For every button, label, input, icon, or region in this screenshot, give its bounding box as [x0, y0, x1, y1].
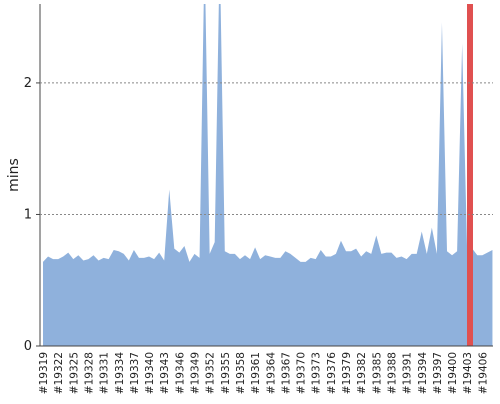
x-tick-label: #19358: [235, 352, 247, 394]
x-tick-label: #19331: [99, 352, 111, 394]
y-axis-label: mins: [6, 158, 22, 192]
x-tick-label: #19337: [129, 352, 141, 394]
x-tick-label: #19403: [462, 352, 474, 394]
x-tick-label: #19382: [356, 352, 368, 394]
x-tick-label: #19394: [417, 352, 429, 395]
x-tick-label: #19322: [53, 352, 65, 394]
x-tick-label: #19376: [326, 352, 338, 395]
x-tick-label: #19397: [432, 352, 444, 394]
x-tick-label: #19391: [402, 352, 414, 394]
x-tick-label: #19385: [371, 352, 383, 394]
x-tick-label: #19400: [447, 352, 459, 394]
x-tick-label: #19334: [114, 352, 126, 395]
y-tick-label: 1: [24, 207, 32, 222]
x-tick-label: #19343: [159, 352, 171, 394]
x-tick-label: #19406: [477, 352, 489, 395]
x-tick-label: #19325: [68, 352, 80, 394]
y-tick-label: 2: [24, 76, 32, 91]
x-tick-label: #19352: [205, 352, 217, 394]
x-tick-label: #19388: [386, 352, 398, 394]
plot-area: [43, 4, 493, 346]
x-tick-label: #19373: [311, 352, 323, 394]
x-tick-label: #19346: [174, 352, 186, 395]
area: [43, 4, 493, 346]
x-tick-label: #19370: [296, 352, 308, 394]
x-tick-label: #19319: [38, 352, 50, 394]
selected-build-marker: [467, 4, 473, 346]
y-tick-label: 0: [24, 339, 32, 354]
x-tick-label: #19355: [220, 352, 232, 394]
x-tick-label: #19361: [250, 352, 262, 394]
x-tick-label: #19364: [265, 352, 277, 395]
x-tick-label: #19349: [190, 352, 202, 394]
x-tick-label: #19328: [83, 352, 95, 394]
x-tick-label: #19367: [280, 352, 292, 394]
x-tick-label: #19340: [144, 352, 156, 394]
x-tick-label: #19379: [341, 352, 353, 394]
